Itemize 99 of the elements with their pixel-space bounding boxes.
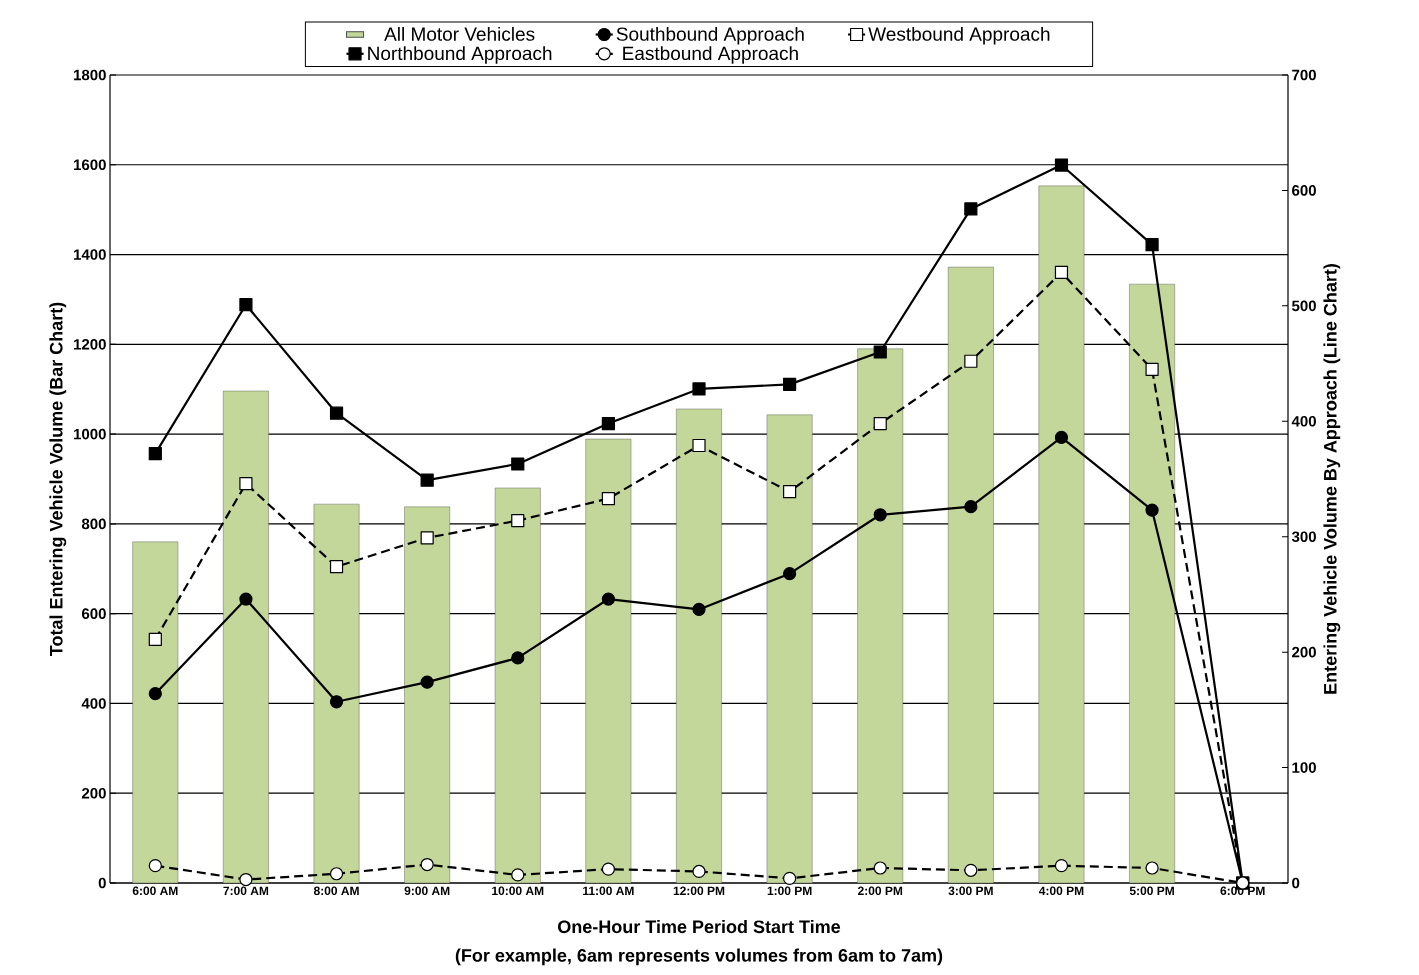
- bar: [494, 487, 541, 884]
- legend-label: All Motor Vehicles: [384, 26, 535, 41]
- point: [692, 864, 706, 879]
- bar: [404, 506, 451, 884]
- x-tick-label: 2:00 PM: [857, 886, 903, 896]
- point: [601, 592, 615, 606]
- y-axis-title: Total Entering Vehicle Volume (Bar Chart): [49, 302, 67, 656]
- y-tick-label: 1000: [74, 428, 106, 440]
- point: [1145, 861, 1159, 875]
- point: [511, 868, 525, 882]
- point: [148, 447, 162, 461]
- y-tick-label: 1600: [74, 159, 106, 171]
- x-tick-label: 5:00 PM: [1129, 886, 1174, 896]
- y2-tick-label: 700: [1292, 69, 1316, 81]
- bar: [132, 541, 179, 884]
- y2-tick-label: 100: [1292, 762, 1316, 773]
- x-tick-label: 12:00 PM: [673, 886, 725, 896]
- point: [873, 345, 887, 359]
- point: [783, 567, 797, 581]
- point: [783, 485, 797, 499]
- point: [873, 508, 887, 522]
- point: [511, 513, 525, 528]
- point: [783, 871, 797, 885]
- x-tick-label: 9:00 AM: [404, 886, 450, 896]
- point: [601, 416, 615, 431]
- point: [873, 861, 887, 875]
- point: [420, 473, 434, 487]
- point: [329, 867, 344, 881]
- x-tick-label: 8:00 AM: [313, 886, 359, 896]
- point: [329, 406, 344, 420]
- y-tick-label: 600: [81, 608, 106, 619]
- point: [148, 859, 162, 873]
- y2-tick-label: 500: [1291, 300, 1316, 312]
- bar: [676, 408, 722, 884]
- x-tick-label: 4:00 PM: [1038, 886, 1084, 896]
- y-tick-label: 800: [81, 518, 106, 530]
- point: [420, 675, 434, 689]
- y2-tick-label: 600: [1292, 185, 1316, 196]
- point: [511, 457, 525, 471]
- y-tick-label: 400: [81, 698, 106, 709]
- x-axis-title: One-Hour Time Period Start Time: [558, 919, 841, 934]
- x-tick-label: 10:00 AM: [492, 886, 544, 896]
- point: [692, 438, 706, 453]
- bar: [313, 503, 360, 884]
- point: [148, 632, 162, 647]
- point: [420, 857, 434, 872]
- x-tick-label: 11:00 AM: [583, 886, 634, 896]
- bar: [585, 438, 632, 884]
- bar: [1129, 283, 1175, 884]
- y2-tick-label: 400: [1291, 415, 1316, 427]
- point: [1054, 430, 1069, 445]
- text: (For example, 6am represents volumes from 6am to 7am): [455, 948, 943, 966]
- legend-label: Southbound Approach: [616, 26, 804, 45]
- point: [692, 382, 706, 396]
- x-tick-label: 3:00 PM: [948, 886, 993, 896]
- bar: [766, 414, 813, 884]
- point: [239, 477, 253, 491]
- point: [511, 651, 525, 665]
- x-tick-label: 1:00 PM: [767, 886, 812, 896]
- y2-tick-label: 0: [1292, 877, 1300, 889]
- point: [329, 695, 344, 709]
- point: [783, 377, 797, 391]
- bar: [223, 390, 269, 884]
- legend-label: Northbound Approach: [368, 46, 552, 64]
- point: [239, 298, 253, 312]
- point: [329, 560, 344, 574]
- point: [1145, 238, 1159, 252]
- y2-tick-label: 200: [1292, 646, 1316, 658]
- y-tick-label: 200: [81, 787, 106, 799]
- x-tick-label: 7:00 AM: [223, 886, 269, 896]
- point: [964, 500, 978, 514]
- point: [964, 863, 978, 877]
- point: [1054, 158, 1069, 172]
- bar: [947, 266, 994, 884]
- y-tick-label: 1400: [74, 249, 106, 260]
- point: [239, 592, 253, 606]
- point: [1054, 859, 1069, 873]
- y2-axis-title: Entering Vehicle Volume By Approach (Line Chart): [1323, 264, 1341, 694]
- point: [601, 492, 615, 506]
- x-tick-label: 6:00 AM: [132, 886, 178, 896]
- point: [1145, 362, 1159, 376]
- bar: [857, 348, 904, 884]
- point: [964, 354, 978, 368]
- point: [692, 602, 706, 617]
- bar: [1038, 185, 1085, 884]
- point: [873, 416, 887, 431]
- y-tick-label: 1800: [74, 69, 106, 81]
- y-tick-label: 0: [98, 877, 106, 889]
- point: [420, 531, 434, 545]
- y-tick-label: 1200: [74, 339, 106, 350]
- point: [964, 202, 978, 216]
- y2-tick-label: 300: [1291, 531, 1316, 543]
- legend-label: Westbound Approach: [868, 26, 1050, 45]
- point: [601, 862, 615, 876]
- point: [1145, 503, 1159, 517]
- point: [1054, 265, 1069, 279]
- point: [148, 687, 162, 701]
- legend-label: Eastbound Approach: [623, 46, 798, 64]
- point: [239, 872, 253, 887]
